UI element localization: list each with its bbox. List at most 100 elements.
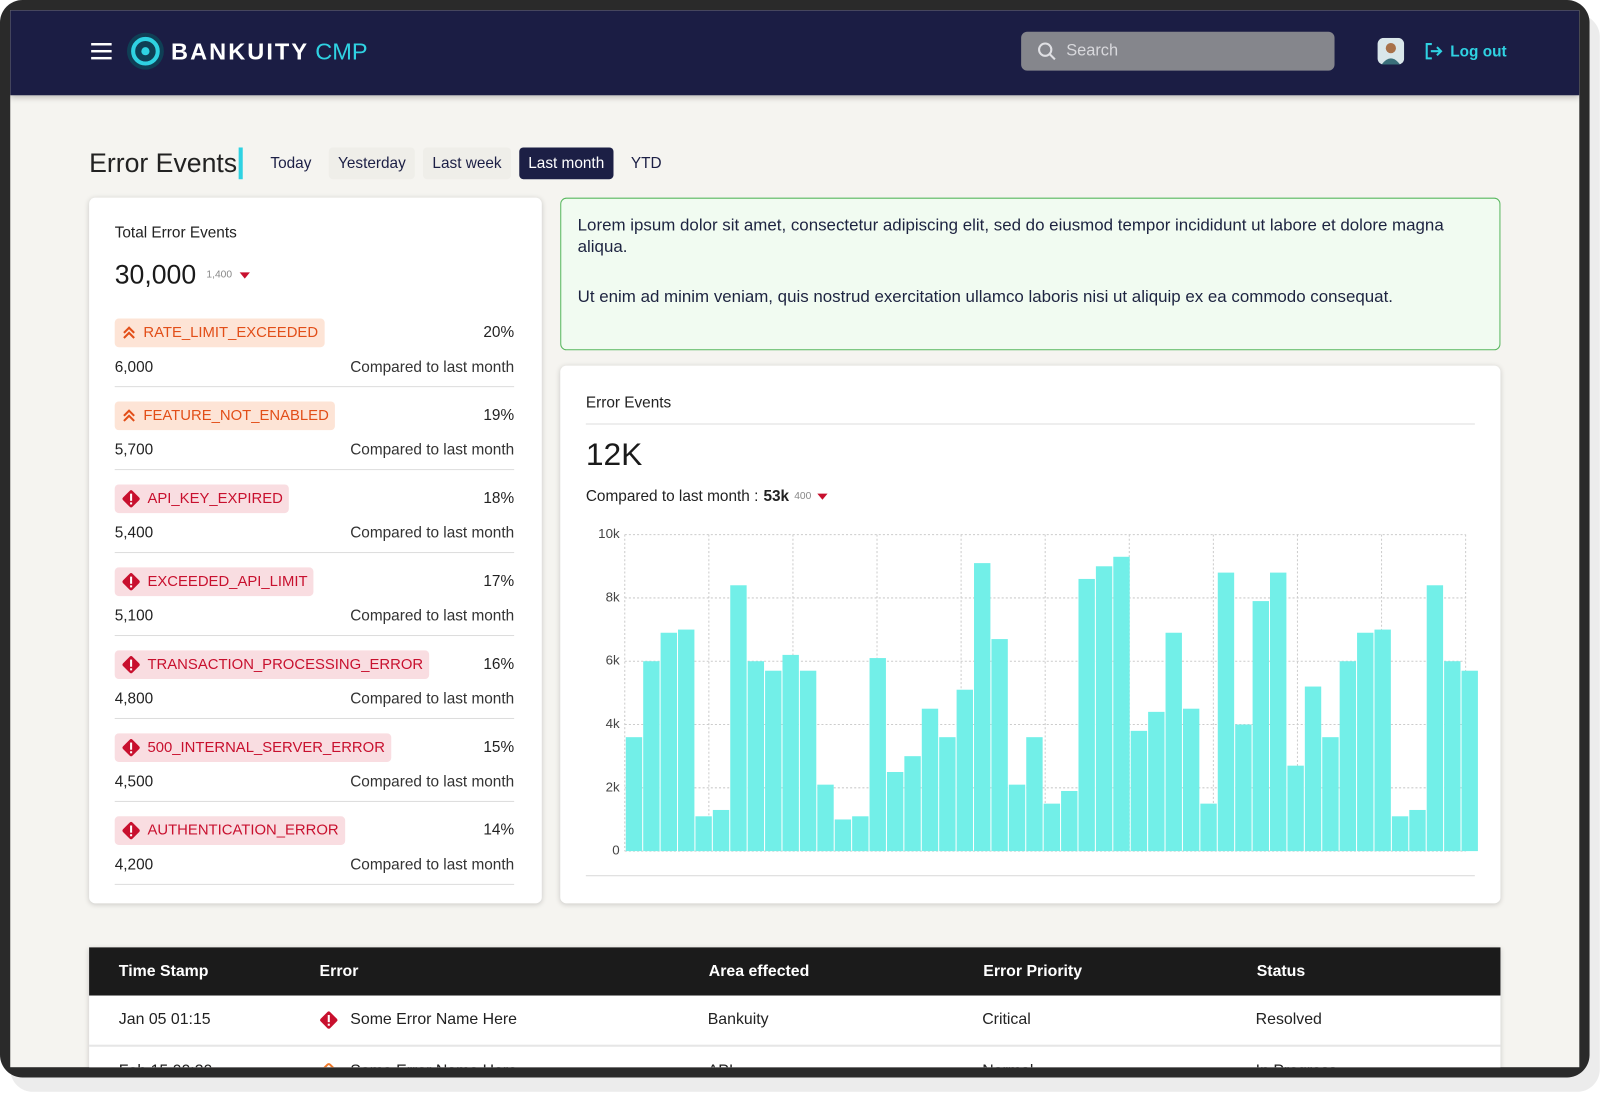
error-percent: 20% xyxy=(483,323,515,342)
bar xyxy=(643,661,660,852)
error-percent: 18% xyxy=(483,489,515,507)
icon-high xyxy=(121,325,137,341)
brand-name: BANKUITY xyxy=(171,37,310,65)
error-comparison: Compared to last month xyxy=(350,773,515,791)
bar xyxy=(1252,601,1269,852)
error-count: 5,700 xyxy=(114,441,154,459)
y-tick-label: 6k xyxy=(606,653,620,668)
bar xyxy=(1095,566,1113,852)
top-bar: BANKUITY CMP Search Log out xyxy=(10,10,1580,96)
error-name: FEATURE_NOT_ENABLED xyxy=(143,407,329,425)
bar xyxy=(974,563,991,852)
bar xyxy=(939,737,956,852)
menu-button[interactable] xyxy=(90,41,113,61)
y-tick-label: 10k xyxy=(598,526,620,541)
error-row: EXCEEDED_API_LIMIT 17% 5,100 Compared to… xyxy=(114,567,515,637)
down-indicator xyxy=(817,493,828,500)
tab[interactable]: Last week xyxy=(423,147,511,180)
screen: BANKUITY CMP Search Log out Error Events … xyxy=(10,10,1580,1068)
avatar[interactable] xyxy=(1377,37,1405,65)
error-percent: 17% xyxy=(483,572,515,590)
brand-suffix: CMP xyxy=(315,37,368,65)
error-comparison: Compared to last month xyxy=(350,358,515,376)
error-badge: FEATURE_NOT_ENABLED xyxy=(114,401,335,431)
error-count: 4,800 xyxy=(114,690,154,708)
y-tick-label: 2k xyxy=(606,779,620,794)
brand: BANKUITY CMP xyxy=(171,38,368,65)
cell-area: Bankuity xyxy=(707,1010,769,1029)
error-name: AUTHENTICATION_ERROR xyxy=(147,822,339,839)
bar xyxy=(765,670,782,852)
tab[interactable]: Today xyxy=(270,154,312,173)
tab[interactable]: Yesterday xyxy=(328,147,416,180)
bar xyxy=(1339,661,1357,852)
title-accent xyxy=(238,147,243,180)
error-badge: EXCEEDED_API_LIMIT xyxy=(114,567,314,597)
y-tick-label: 4k xyxy=(606,716,620,731)
cell-priority: Critical xyxy=(982,1010,1031,1029)
bar xyxy=(1078,578,1095,852)
search-placeholder: Search xyxy=(1066,41,1119,60)
y-tick-label: 0 xyxy=(612,843,619,858)
period-tabs: Today Yesterday Last week Last month YTD xyxy=(261,147,671,180)
icon-critical xyxy=(121,654,141,674)
cell-time: Feb 15 00:30 xyxy=(119,1047,213,1067)
bar xyxy=(1270,572,1287,852)
error-comparison: Compared to last month xyxy=(350,524,515,542)
error-percent: 14% xyxy=(483,821,515,839)
logout-button[interactable]: Log out xyxy=(1424,39,1507,64)
bar xyxy=(1374,629,1391,852)
down-indicator xyxy=(239,271,250,279)
summary-card: Total Error Events 30,000 1,400 RATE_LIM… xyxy=(89,197,542,904)
bar xyxy=(712,809,730,852)
chart-total: 12K xyxy=(585,436,643,473)
summary-total: 30,000 xyxy=(114,259,197,290)
error-name: TRANSACTION_PROCESSING_ERROR xyxy=(147,656,424,673)
error-row: RATE_LIMIT_EXCEEDED 20% 6,000 Compared t… xyxy=(114,318,515,388)
icon-critical xyxy=(121,820,141,840)
cell-error: Some Error Name Here xyxy=(350,1047,517,1067)
bar xyxy=(1235,724,1252,852)
tab-active[interactable]: Last month xyxy=(519,147,614,180)
error-row: 500_INTERNAL_SERVER_ERROR 15% 4,500 Comp… xyxy=(114,733,515,802)
bar xyxy=(1357,632,1374,852)
bar xyxy=(1130,730,1148,852)
error-name: RATE_LIMIT_EXCEEDED xyxy=(143,324,319,342)
table-row[interactable]: Jan 05 01:15 Some Error Name Here Bankui… xyxy=(89,996,1501,1047)
column-header: Status xyxy=(1256,962,1306,981)
notice-box: Lorem ipsum dolor sit amet, consectetur … xyxy=(560,197,1501,351)
bar xyxy=(1200,803,1217,852)
bar xyxy=(1061,790,1078,852)
cell-time: Jan 05 01:15 xyxy=(118,1010,211,1029)
error-count: 4,200 xyxy=(114,856,154,874)
cell-error: Some Error Name Here xyxy=(350,1010,518,1029)
error-count: 5,400 xyxy=(114,524,154,542)
column-header: Area effected xyxy=(708,962,810,981)
error-comparison: Compared to last month xyxy=(350,690,515,708)
bar xyxy=(799,670,817,852)
comparison-change: 400 xyxy=(794,490,812,502)
table-row[interactable]: Feb 15 00:30 Some Error Name Here API No… xyxy=(89,1047,1500,1068)
bar xyxy=(1008,784,1026,852)
error-row: FEATURE_NOT_ENABLED 19% 5,700 Compared t… xyxy=(114,401,515,471)
bar xyxy=(1182,708,1200,852)
chart-title: Error Events xyxy=(585,394,672,412)
summary-label: Total Error Events xyxy=(114,224,237,242)
error-row: AUTHENTICATION_ERROR 14% 4,200 Compared … xyxy=(114,816,515,885)
bar xyxy=(730,585,747,852)
cell-status: In Progress xyxy=(1256,1047,1337,1067)
bar xyxy=(1444,661,1461,852)
chart-comparison: Compared to last month : 53k 400 xyxy=(586,488,829,505)
notice-text: Ut enim ad minim veniam, quis nostrud ex… xyxy=(577,287,1393,307)
bar xyxy=(904,756,921,852)
tab[interactable]: YTD xyxy=(630,154,662,173)
column-header: Error xyxy=(319,962,359,981)
error-percent: 15% xyxy=(483,738,515,756)
bar xyxy=(921,708,939,852)
bar xyxy=(1217,572,1235,852)
chart-card: 0 2k 4k 6k 8k 10k Error Events 12K Compared t… xyxy=(560,365,1501,904)
search-box[interactable]: Search xyxy=(1021,31,1335,71)
